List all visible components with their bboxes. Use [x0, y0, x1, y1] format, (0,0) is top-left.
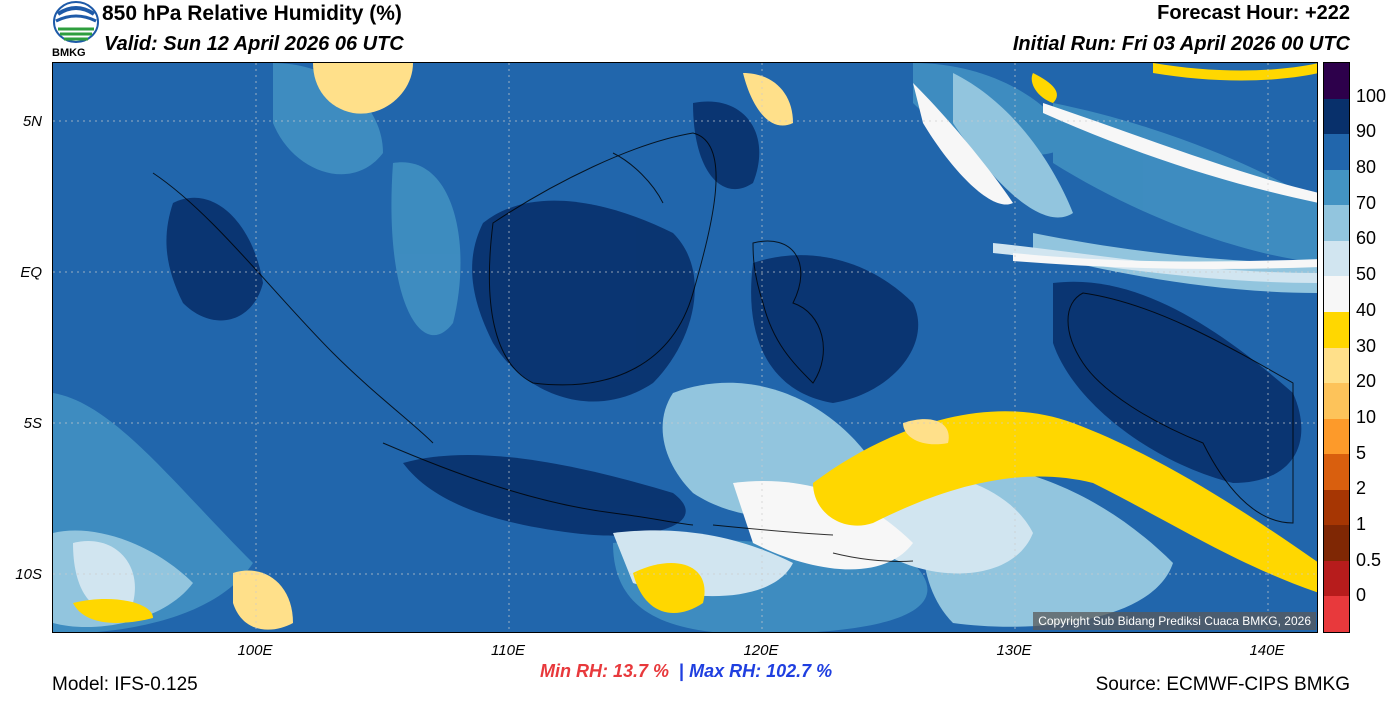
lon-label-140e: 140E: [1249, 642, 1285, 659]
colorbar-tick-label: 20: [1356, 371, 1377, 392]
colorbar-swatch: [1324, 311, 1349, 348]
lat-label-5n: 5N: [22, 113, 42, 130]
colorbar-swatch: [1324, 596, 1349, 632]
colorbar-swatch: [1324, 205, 1349, 241]
colorbar-tick-label: 1: [1356, 513, 1367, 534]
colorbar-tick-label: 5: [1356, 442, 1367, 463]
colorbar-swatch: [1324, 383, 1349, 419]
colorbar-swatch: [1324, 525, 1349, 561]
colorbar-tick-label: 70: [1356, 192, 1377, 213]
colorbar-tick-label: 40: [1356, 299, 1377, 320]
valid-time: Valid: Sun 12 April 2026 06 UTC: [104, 33, 404, 55]
lat-label-10s: 10S: [15, 566, 42, 583]
coastlines: [152, 132, 1294, 562]
colorbar-tick-label: 50: [1356, 264, 1377, 285]
min-rh: Min RH: 13.7 %: [540, 661, 670, 681]
model-label: Model: IFS-0.125: [52, 674, 198, 695]
colorbar: [1323, 62, 1350, 633]
colorbar-swatch: [1324, 454, 1349, 490]
copyright-note: Copyright Sub Bidang Prediksi Cuaca BMKG…: [1033, 612, 1316, 630]
lon-label-120e: 120E: [743, 642, 779, 659]
min-max-rh: Min RH: 13.7 % | Max RH: 102.7 %: [540, 661, 832, 682]
humidity-map[interactable]: [52, 62, 1318, 633]
initial-run: Initial Run: Fri 03 April 2026 00 UTC: [1012, 33, 1350, 55]
colorbar-swatch: [1324, 418, 1349, 455]
lon-label-130e: 130E: [996, 642, 1032, 659]
colorbar-tick-label: 2: [1356, 478, 1367, 499]
very-humid-areas: [166, 101, 1302, 536]
forecast-hour: Forecast Hour: +222: [1157, 2, 1350, 24]
colorbar-swatch: [1324, 489, 1349, 526]
colorbar-swatch: [1324, 98, 1349, 135]
colorbar-tick-label: 90: [1356, 121, 1377, 142]
lat-label-5s: 5S: [23, 415, 42, 432]
minmax-separator: |: [679, 661, 685, 681]
colorbar-swatch: [1324, 560, 1349, 597]
lon-label-100e: 100E: [237, 642, 273, 659]
colorbar-swatch: [1324, 240, 1349, 277]
lon-label-110e: 110E: [491, 642, 525, 659]
colorbar-swatch: [1324, 276, 1349, 312]
colorbar-tick-label: 100: [1356, 85, 1387, 106]
lat-label-eq: EQ: [20, 264, 42, 281]
colorbar-tick-label: 0.5: [1356, 549, 1382, 570]
logo-text: BMKG: [52, 47, 86, 59]
colorbar-swatch: [1324, 63, 1349, 99]
max-rh: Max RH: 102.7 %: [689, 661, 833, 681]
colorbar-tick-label: 30: [1356, 335, 1377, 356]
colorbar-swatch: [1324, 347, 1349, 384]
bmkg-logo: [50, 0, 102, 62]
colorbar-tick-label: 10: [1356, 406, 1377, 427]
colorbar-tick-label: 60: [1356, 228, 1377, 249]
colorbar-swatch: [1324, 134, 1349, 170]
source-label: Source: ECMWF-CIPS BMKG: [1095, 674, 1350, 695]
chart-title: 850 hPa Relative Humidity (%): [102, 2, 402, 25]
dry-white-areas: [733, 83, 1317, 570]
very-dry-areas: [233, 63, 949, 630]
graticule: [53, 63, 1317, 632]
colorbar-tick-label: 0: [1356, 585, 1367, 606]
colorbar-swatch: [1324, 169, 1349, 206]
dry-yellow-areas: [73, 63, 1317, 623]
colorbar-tick-label: 80: [1356, 157, 1377, 178]
